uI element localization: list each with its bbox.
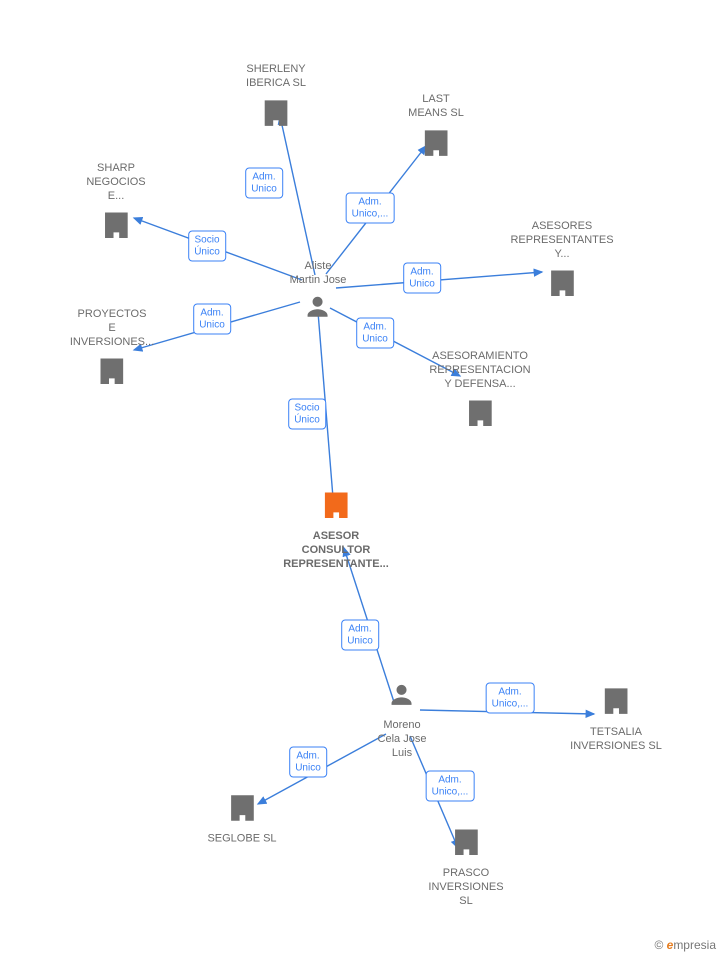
building-icon (545, 265, 579, 299)
building-icon (419, 124, 453, 158)
node-label: SHARP NEGOCIOS E... (86, 162, 145, 203)
edge-label: Adm. Unico (289, 747, 327, 778)
copyright-symbol: © (654, 938, 663, 952)
building-icon (599, 683, 633, 717)
company-node[interactable]: ASESORES REPRESENTANTES Y... (510, 220, 613, 304)
building-icon (225, 790, 259, 824)
edge-label: Adm. Unico,... (426, 771, 475, 802)
edge-label: Socio Único (188, 231, 226, 262)
node-label: Moreno Cela Jose Luis (378, 719, 427, 760)
edge-label: Adm. Unico (193, 304, 231, 335)
edge-label: Adm. Unico,... (346, 193, 395, 224)
edge-label: Adm. Unico (356, 318, 394, 349)
company-node[interactable]: PROYECTOS E INVERSIONES... (70, 308, 154, 392)
building-icon (319, 487, 353, 521)
company-node[interactable]: ASESORAMIENTO REPRESENTACION Y DEFENSA..… (429, 350, 530, 434)
person-icon (387, 680, 417, 710)
node-label: SHERLENY IBERICA SL (246, 63, 306, 91)
node-label: Aliste Martin Jose (290, 260, 347, 288)
company-node[interactable]: ASESOR CONSULTOR REPRESENTANTE... (283, 487, 389, 571)
person-node[interactable]: Aliste Martin Jose (290, 260, 347, 327)
node-label: ASESORES REPRESENTANTES Y... (510, 220, 613, 261)
edge-label: Adm. Unico (341, 620, 379, 651)
company-node[interactable]: SHARP NEGOCIOS E... (86, 162, 145, 246)
node-label: SEGLOBE SL (207, 833, 276, 847)
node-label: PROYECTOS E INVERSIONES... (70, 308, 154, 349)
company-node[interactable]: LAST MEANS SL (408, 93, 464, 164)
company-node[interactable]: SEGLOBE SL (207, 790, 276, 847)
edge-label: Adm. Unico (403, 263, 441, 294)
network-canvas: Aliste Martin Jose SHERLENY IBERICA SL L… (0, 0, 728, 960)
building-icon (95, 353, 129, 387)
edges-layer (0, 0, 728, 960)
company-node[interactable]: SHERLENY IBERICA SL (246, 63, 306, 134)
person-icon (303, 291, 333, 321)
brand-rest: mpresia (673, 938, 716, 952)
building-icon (259, 94, 293, 128)
person-node[interactable]: Moreno Cela Jose Luis (378, 680, 427, 760)
node-label: PRASCO INVERSIONES SL (428, 867, 503, 908)
building-icon (449, 824, 483, 858)
node-label: LAST MEANS SL (408, 93, 464, 121)
edge-line (280, 116, 315, 275)
edge-label: Socio Único (288, 399, 326, 430)
copyright: © empresia (654, 938, 716, 952)
node-label: ASESORAMIENTO REPRESENTACION Y DEFENSA..… (429, 350, 530, 391)
building-icon (463, 395, 497, 429)
building-icon (99, 207, 133, 241)
node-label: TETSALIA INVERSIONES SL (570, 726, 662, 754)
node-label: ASESOR CONSULTOR REPRESENTANTE... (283, 530, 389, 571)
edge-label: Adm. Unico,... (486, 683, 535, 714)
company-node[interactable]: TETSALIA INVERSIONES SL (570, 683, 662, 754)
company-node[interactable]: PRASCO INVERSIONES SL (428, 824, 503, 908)
edge-label: Adm. Unico (245, 168, 283, 199)
